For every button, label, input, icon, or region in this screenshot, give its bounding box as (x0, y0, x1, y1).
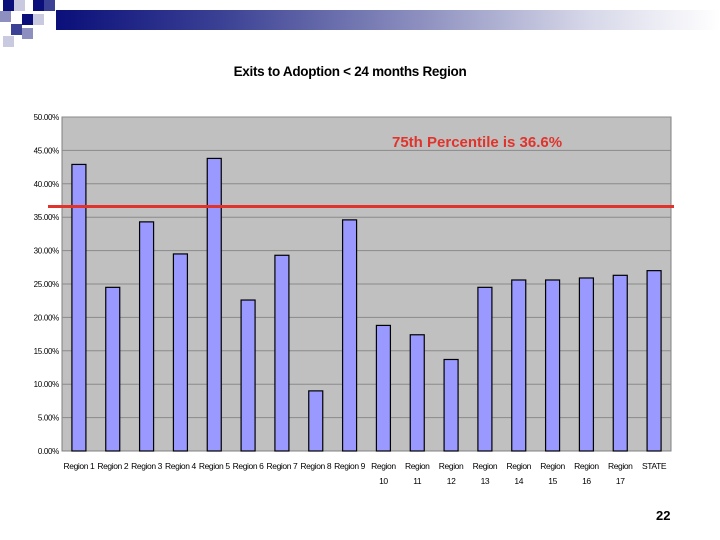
x-tick-label: 17 (616, 476, 625, 486)
y-tick-label: 45.00% (34, 146, 60, 155)
y-tick-label: 30.00% (34, 247, 60, 256)
bar (308, 390, 324, 452)
y-tick-label: 35.00% (34, 213, 60, 222)
bar (341, 219, 358, 452)
decor-square (22, 14, 33, 25)
slide-header-decoration (0, 0, 720, 50)
bar (578, 277, 595, 452)
x-tick-label: 12 (447, 476, 456, 486)
decor-square (33, 0, 44, 11)
x-tick-label: Region 2 (97, 461, 128, 471)
bar (71, 163, 87, 452)
x-tick-label: 14 (514, 476, 523, 486)
bar (443, 358, 459, 452)
x-axis: Region 1 Region 2 Region 3 Region 4 Region 5… (64, 461, 668, 486)
bar (477, 286, 493, 452)
x-tick-label: STATE (642, 461, 667, 471)
x-tick-label: Region 4 (165, 461, 196, 471)
x-tick-label: Region (439, 461, 464, 471)
gridlines (62, 116, 671, 419)
x-tick-label: Region 5 (199, 461, 230, 471)
x-tick-label: Region (405, 461, 430, 471)
y-tick-label: 15.00% (34, 347, 60, 356)
x-tick-label: Region (371, 461, 396, 471)
x-tick-label: 16 (582, 476, 591, 486)
x-tick-label: Region (473, 461, 498, 471)
x-tick-label: Region 7 (267, 461, 298, 471)
y-tick-label: 50.00% (34, 113, 60, 122)
x-tick-label: Region 3 (131, 461, 162, 471)
bar (206, 157, 222, 452)
decor-square (0, 11, 11, 22)
bar (138, 221, 155, 452)
bar (612, 274, 628, 452)
page-number: 22 (656, 508, 671, 523)
bar (511, 279, 527, 452)
bar (646, 270, 662, 452)
x-tick-label: Region 9 (334, 461, 365, 471)
x-tick-label: Region 6 (233, 461, 264, 471)
y-tick-label: 20.00% (34, 313, 60, 322)
y-tick-label: 40.00% (34, 180, 60, 189)
x-tick-label: Region (574, 461, 599, 471)
x-tick-label: 10 (379, 476, 388, 486)
bar (409, 334, 425, 452)
reference-line-label: 75th Percentile is 36.6% (392, 134, 562, 151)
bar (105, 286, 121, 452)
decor-square (44, 0, 55, 11)
x-tick-label: Region (608, 461, 633, 471)
x-tick-label: 11 (413, 476, 422, 486)
bar (172, 253, 189, 452)
bars (71, 157, 662, 452)
header-gradient-bar (56, 10, 720, 30)
x-tick-label: Region (506, 461, 531, 471)
y-tick-label: 25.00% (34, 280, 60, 289)
decor-square (3, 36, 14, 47)
decor-square (11, 24, 22, 35)
x-tick-label: Region 1 (64, 461, 95, 471)
y-tick-label: 10.00% (34, 380, 60, 389)
decor-square (22, 28, 33, 39)
decor-square (3, 0, 14, 11)
bar (544, 279, 561, 452)
bar (240, 299, 256, 452)
chart-title: Exits to Adoption < 24 months Region (234, 64, 467, 79)
x-tick-label: Region (540, 461, 565, 471)
bar (274, 254, 290, 452)
y-axis: 0.00% 5.00% 10.00% 15.00% 20.00% 25.00% 30.00%… (34, 113, 60, 456)
decor-square (14, 0, 25, 11)
x-tick-label: 13 (481, 476, 490, 486)
y-tick-label: 0.00% (38, 447, 59, 456)
decor-square (33, 14, 44, 25)
bar (375, 324, 392, 452)
x-tick-label: Region 8 (300, 461, 331, 471)
x-tick-label: 15 (548, 476, 557, 486)
y-tick-label: 5.00% (38, 414, 59, 423)
